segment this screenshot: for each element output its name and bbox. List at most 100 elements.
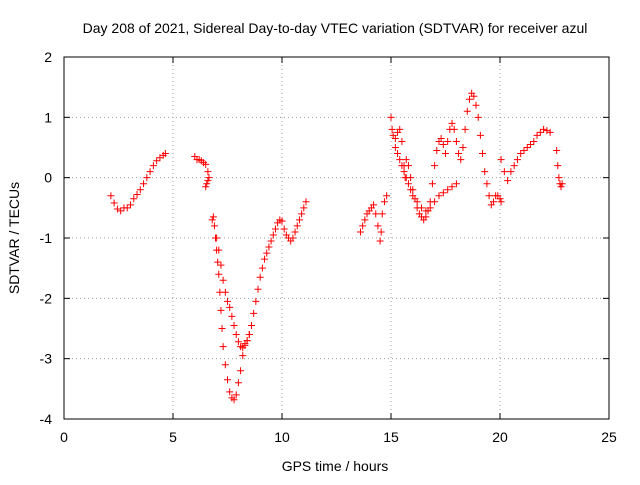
data-series bbox=[191, 153, 213, 191]
data-point bbox=[422, 213, 430, 221]
data-point bbox=[513, 156, 521, 164]
data-point bbox=[267, 237, 275, 245]
x-tick-label: 0 bbox=[60, 429, 68, 445]
data-point bbox=[252, 297, 260, 305]
data-series bbox=[356, 192, 391, 245]
data-point bbox=[107, 192, 115, 200]
data-point bbox=[209, 213, 217, 221]
data-series bbox=[208, 198, 310, 404]
data-point bbox=[228, 312, 236, 320]
data-point bbox=[237, 367, 245, 375]
data-point bbox=[224, 297, 231, 305]
data-point bbox=[256, 273, 264, 281]
data-point bbox=[298, 210, 306, 218]
data-point bbox=[130, 195, 138, 203]
data-point bbox=[496, 195, 504, 203]
data-point bbox=[302, 198, 310, 206]
data-point bbox=[497, 156, 505, 164]
data-point bbox=[452, 137, 460, 145]
data-point bbox=[437, 134, 445, 142]
data-point bbox=[391, 144, 399, 151]
data-point bbox=[388, 125, 396, 133]
data-point bbox=[546, 128, 554, 136]
data-point bbox=[214, 258, 222, 266]
data-point bbox=[558, 180, 566, 188]
data-point bbox=[433, 147, 441, 155]
data-point bbox=[448, 183, 456, 191]
y-tick-label: -4 bbox=[40, 411, 53, 427]
data-point bbox=[241, 341, 249, 349]
data-point bbox=[540, 125, 548, 133]
x-tick-label: 15 bbox=[383, 429, 399, 445]
data-point bbox=[361, 216, 369, 224]
data-point bbox=[289, 234, 297, 242]
data-point bbox=[523, 144, 531, 151]
data-point bbox=[457, 156, 465, 164]
data-point bbox=[372, 210, 380, 218]
data-point bbox=[543, 127, 551, 135]
data-point bbox=[370, 201, 378, 209]
data-point bbox=[126, 201, 134, 209]
data-point bbox=[444, 137, 452, 145]
data-point bbox=[431, 198, 439, 206]
data-point bbox=[409, 192, 417, 200]
data-point bbox=[219, 343, 227, 351]
data-point bbox=[243, 337, 251, 345]
data-point bbox=[426, 204, 434, 212]
data-point bbox=[404, 162, 412, 170]
data-point bbox=[479, 150, 487, 158]
data-point bbox=[295, 216, 303, 224]
data-point bbox=[215, 270, 223, 278]
data-point bbox=[215, 246, 223, 254]
data-point bbox=[527, 140, 535, 148]
data-point bbox=[439, 189, 447, 197]
data-point bbox=[140, 180, 148, 188]
data-point bbox=[555, 174, 563, 182]
y-tick-label: -3 bbox=[40, 351, 53, 367]
data-point bbox=[356, 228, 364, 236]
y-axis-label: SDTVAR / TECUs bbox=[6, 182, 22, 294]
data-point bbox=[470, 92, 478, 100]
data-point bbox=[291, 228, 299, 236]
data-point bbox=[293, 222, 301, 230]
data-point bbox=[250, 309, 258, 317]
data-point bbox=[536, 128, 544, 136]
data-point bbox=[431, 162, 439, 170]
data-point bbox=[394, 150, 402, 158]
axis-ticks bbox=[63, 56, 610, 420]
data-point bbox=[226, 388, 234, 396]
data-point bbox=[261, 255, 269, 263]
data-point bbox=[234, 379, 242, 387]
data-point bbox=[221, 361, 229, 369]
data-points bbox=[107, 89, 566, 404]
data-point bbox=[221, 288, 229, 296]
data-point bbox=[407, 186, 415, 194]
data-point bbox=[472, 101, 480, 109]
data-point bbox=[133, 191, 141, 199]
data-point bbox=[377, 228, 385, 236]
data-point bbox=[153, 157, 161, 165]
data-point bbox=[554, 162, 562, 170]
data-point bbox=[202, 160, 210, 168]
data-point bbox=[489, 198, 497, 206]
data-point bbox=[504, 177, 512, 185]
data-point bbox=[481, 168, 489, 176]
data-point bbox=[123, 204, 131, 212]
grid bbox=[64, 57, 609, 419]
data-point bbox=[376, 237, 384, 245]
data-point bbox=[143, 174, 151, 182]
data-point bbox=[428, 180, 436, 188]
data-point bbox=[374, 222, 382, 230]
data-point bbox=[517, 150, 525, 158]
data-point bbox=[435, 192, 443, 200]
y-tick-label: -2 bbox=[40, 290, 53, 306]
data-point bbox=[226, 303, 234, 311]
x-tick-label: 25 bbox=[601, 429, 617, 445]
data-point bbox=[465, 95, 473, 103]
data-point bbox=[218, 325, 226, 332]
data-point bbox=[239, 352, 247, 360]
data-point bbox=[396, 156, 404, 164]
data-point bbox=[230, 396, 238, 404]
data-series bbox=[497, 125, 554, 185]
